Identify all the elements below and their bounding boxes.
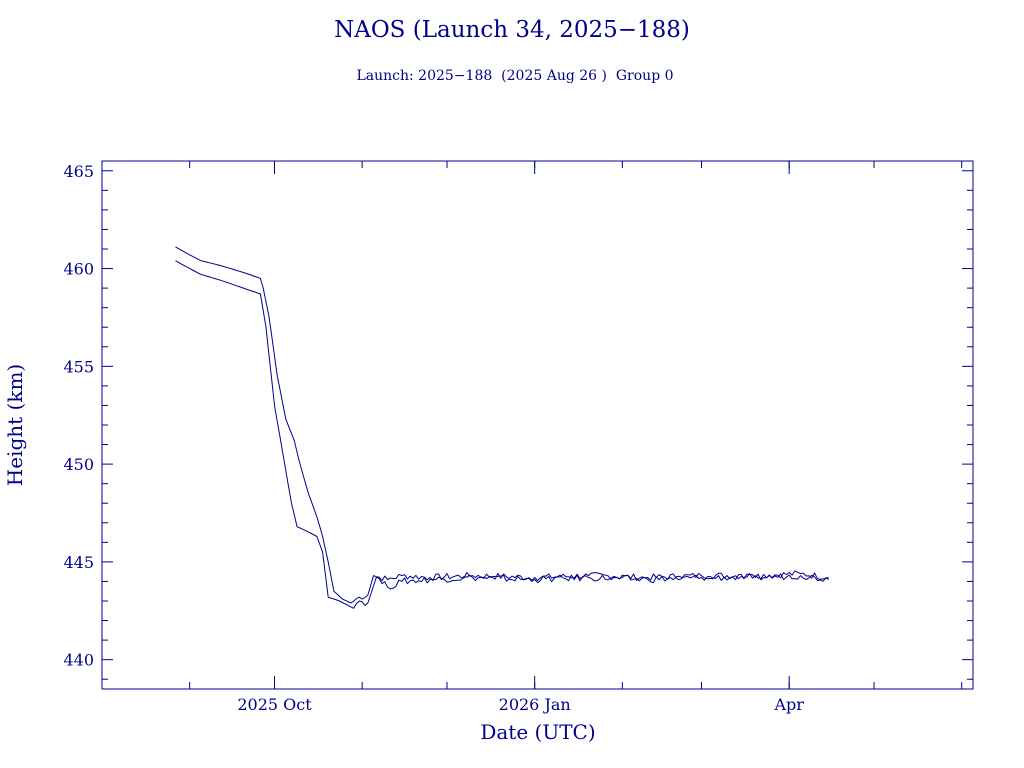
series-layer (175, 246, 830, 609)
y-axis-label: Height (km) (3, 364, 27, 486)
y-tick-label: 460 (63, 260, 94, 279)
y-tick-label: 465 (63, 162, 94, 181)
y-tick-label: 440 (63, 651, 94, 670)
series-line (175, 246, 829, 604)
y-tick-label: 455 (63, 357, 94, 376)
y-tick-label: 445 (63, 553, 94, 572)
series-line (175, 260, 830, 609)
chart-subtitle: Launch: 2025−188 (2025 Aug 26 ) Group 0 (356, 68, 673, 84)
x-tick-label: 2026 Jan (499, 695, 571, 714)
axes: 440 445 450 455 460 465 2025 Oct 2026 Jan Apr (63, 161, 973, 714)
x-axis-label: Date (UTC) (480, 720, 595, 744)
chart-title: NAOS (Launch 34, 2025−188) (334, 17, 690, 43)
plot-frame (101, 160, 974, 690)
x-tick-label: Apr (773, 695, 804, 714)
x-tick-label: 2025 Oct (237, 695, 312, 714)
y-tick-label: 450 (63, 455, 94, 474)
